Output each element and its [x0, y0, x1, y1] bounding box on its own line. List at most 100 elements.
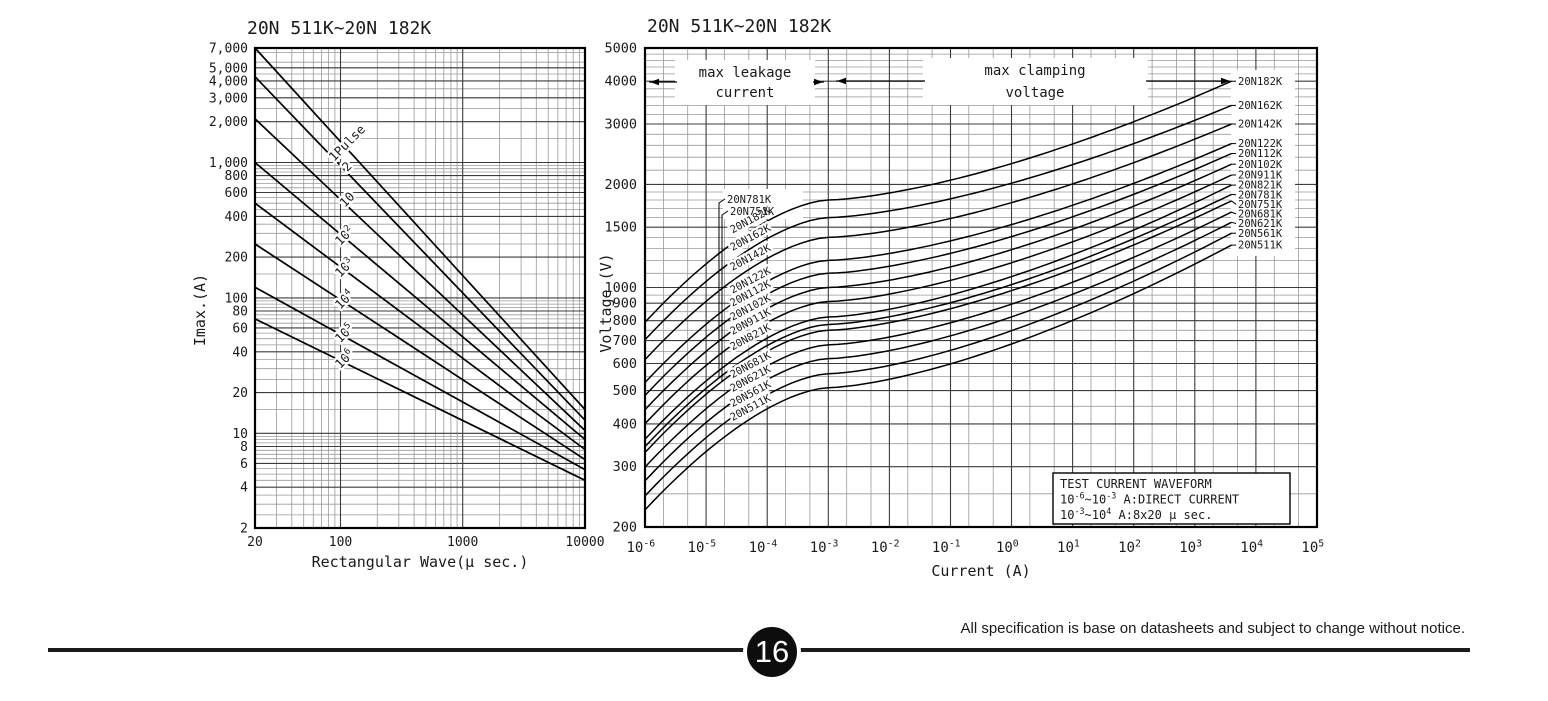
pulse-curve [254, 118, 586, 432]
y-tick-label: 800 [613, 313, 637, 329]
model-label-right: 20N821K [1238, 180, 1283, 192]
x-tick-label: 104 [1240, 538, 1271, 556]
test-waveform-line: 10-3~104 A:8x20 μ sec. [1060, 506, 1212, 522]
tspan [1141, 540, 1149, 556]
chart-title: 20N 511K~20N 182K [647, 16, 831, 37]
tspan: -3 [827, 538, 839, 549]
y-axis-title: Voltage (V) [597, 253, 615, 352]
leakage-annotation: current [715, 85, 774, 101]
y-tick-label: 80 [232, 305, 248, 320]
y-tick-label: 200 [225, 251, 248, 266]
x-tick-label: 20 [247, 535, 263, 550]
leakage-annotation: max leakage [699, 65, 792, 81]
model-label-right: 20N681K [1238, 209, 1283, 221]
tspan: 1 [1074, 538, 1080, 549]
clamping-annotation: voltage [1005, 85, 1064, 101]
leader-label-box [723, 189, 803, 219]
tspan [899, 540, 907, 556]
tspan: -6 [643, 538, 655, 549]
y-tick-label: 4 [240, 481, 248, 496]
vi-characteristics-chart: 20N182K 20N162K 20N142K 20N122K20N112K20N10… [597, 16, 1332, 580]
y-tick-label: 400 [225, 210, 248, 225]
x-tick-label: 100 [329, 535, 352, 550]
tspan: 4 [1106, 506, 1111, 516]
y-tick-label: 20 [232, 386, 248, 401]
test-waveform-box [1052, 472, 1291, 525]
y-tick-label: 4000 [604, 74, 637, 90]
y-tick-label: 5000 [604, 41, 637, 57]
x-tick-label: 103 [1179, 538, 1210, 556]
vi-curve-20N751K [644, 200, 1232, 454]
model-label-right: 20N162K [1238, 100, 1283, 112]
tspan: 10 [688, 540, 705, 556]
tspan [1324, 540, 1332, 556]
tspan: -1 [949, 538, 961, 549]
y-tick-label: 7,000 [209, 42, 248, 57]
model-label-right: 20N911K [1238, 170, 1283, 182]
tspan: 10 [626, 540, 643, 556]
clamping-label-box [925, 60, 1146, 103]
y-tick-label: 1000 [604, 280, 637, 296]
label-leader [1231, 200, 1237, 205]
tspan: 10 [1179, 540, 1196, 556]
right-label-box [1231, 70, 1295, 256]
pulse-curve-label: 105 [332, 315, 362, 345]
tspan: -4 [765, 538, 777, 549]
pulse-curve [254, 161, 586, 441]
pulse-curve-label: 10 [336, 189, 357, 210]
vi-curve-20N681K [644, 211, 1232, 468]
tspan [1263, 540, 1271, 556]
pulse-curve [254, 202, 586, 451]
vi-curve-20N911K [644, 174, 1232, 425]
y-tick-label: 5,000 [209, 61, 248, 76]
y-tick-label: 800 [225, 169, 248, 184]
y-tick-label: 600 [225, 186, 248, 201]
y-tick-label: 900 [613, 296, 637, 312]
label-leader [1231, 211, 1237, 215]
tspan: 0 [1013, 538, 1019, 549]
tspan [716, 540, 724, 556]
y-tick-label: 600 [613, 356, 637, 372]
y-tick-label: 60 [232, 321, 248, 336]
tspan [777, 540, 785, 556]
tspan [1019, 540, 1027, 556]
tspan [1080, 540, 1088, 556]
x-tick-label: 1000 [447, 535, 478, 550]
footer-disclaimer: All specification is base on datasheets … [960, 620, 1466, 637]
x-tick-label: 101 [1057, 538, 1088, 556]
arrowhead [1221, 77, 1230, 85]
model-label-right: 20N621K [1238, 218, 1283, 230]
vi-curve-20N102K [644, 163, 1232, 411]
pulse-curve-label: 1Pulse [326, 122, 369, 165]
tspan: 10 [1060, 493, 1074, 507]
y-axis-title: Imax.(A) [191, 274, 209, 346]
model-label-right: 20N112K [1238, 148, 1283, 160]
y-tick-label: 200 [613, 520, 637, 536]
y-tick-label: 1,000 [209, 156, 248, 171]
x-axis-title: Current (A) [931, 562, 1030, 580]
tspan: 10 [1240, 540, 1257, 556]
pulse-curve [254, 243, 586, 461]
model-label-right: 20N102K [1238, 159, 1283, 171]
x-tick-label: 10-5 [688, 538, 725, 556]
pulse-curve-label: 106 [332, 341, 362, 371]
y-tick-label: 700 [613, 333, 637, 349]
label-leader [718, 198, 726, 378]
pulse-curve-label: 103 [332, 250, 362, 280]
tspan: -5 [704, 538, 716, 549]
tspan: 2 [1135, 538, 1141, 549]
label-leader [1231, 221, 1237, 224]
x-tick-label: 10000 [565, 535, 604, 550]
page-number-badge: 16 [743, 623, 801, 681]
y-tick-label: 10 [232, 427, 248, 442]
y-tick-label: 2,000 [209, 115, 248, 130]
x-tick-label: 105 [1301, 538, 1332, 556]
arrowhead [650, 78, 659, 86]
y-tick-label: 8 [240, 440, 248, 455]
tspan: 10 [749, 540, 766, 556]
x-axis-title: Rectangular Wave(μ sec.) [312, 553, 529, 571]
y-tick-label: 2 [240, 522, 248, 537]
tspan: 4 [1257, 538, 1263, 549]
y-tick-label: 300 [613, 459, 637, 475]
